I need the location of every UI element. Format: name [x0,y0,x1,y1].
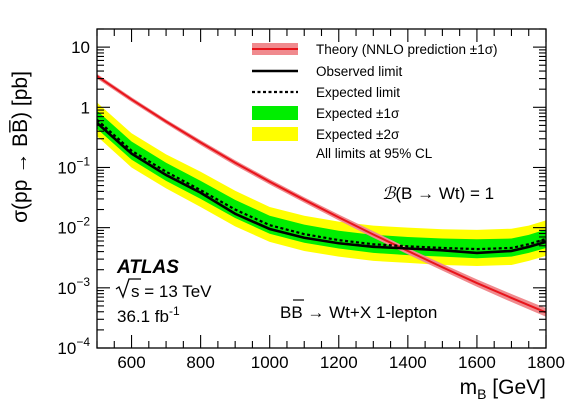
branching-ratio-label: ℬ(B → Wt) = 1 [382,184,494,204]
x-axis-title-main: m [460,376,478,399]
channel-label: BB → Wt+X 1-lepton [280,299,437,322]
energy-text: s = 13 TeV [131,282,212,301]
legend-entry-expected: Expected limit [252,85,400,100]
y-tick-label: 10−3 [57,275,90,298]
x-axis-title-sub: B [477,386,486,402]
luminosity-label: 36.1 fb-1 [117,304,180,326]
observed-limit-line [97,121,546,255]
x-tick-label: 600 [117,353,145,372]
x-tick-label: 1400 [389,353,427,372]
y-tick-label: 10 [71,38,90,57]
legend-label-observed: Observed limit [316,64,403,79]
energy-label: s = 13 TeV [115,278,212,301]
legend-label-band2: Expected ±2σ [316,127,400,142]
x-axis-title: mB [GeV] [460,376,546,402]
legend-swatch-band1 [252,106,298,120]
y-tick-label: 1 [81,98,90,117]
branching-ratio-text: (B → Wt) = 1 [395,184,494,203]
y-axis-title: σ(pp → BB̅) [pb] [9,71,32,223]
legend-note: All limits at 95% CL [316,146,433,161]
energy-value-text: = 13 TeV [140,282,213,301]
legend-entry-band2: Expected ±2σ [252,127,400,142]
legend-label-band1: Expected ±1σ [316,106,400,121]
y-tick-label: 10−2 [57,215,90,238]
channel-post: → Wt+X 1-lepton [303,303,438,322]
legend-entry-observed: Observed limit [252,64,403,79]
legend-entry-band1: Expected ±1σ [252,106,400,121]
legend: Theory (NNLO prediction ±1σ) Observed lim… [252,42,498,142]
sqrt-symbol [115,278,141,299]
x-tick-label: 1200 [320,353,358,372]
y-tick-label: 10−1 [57,154,90,177]
channel-text: BB → Wt+X 1-lepton [280,303,437,322]
x-tick-label: 1000 [251,353,289,372]
legend-entry-theory: Theory (NNLO prediction ±1σ) [252,42,498,57]
x-tick-label: 800 [186,353,214,372]
y-axis-title-text: σ(pp → BB̅) [pb] [9,71,32,223]
x-tick-label: 1800 [527,353,565,372]
legend-swatch-band2 [252,127,298,141]
x-axis-title-unit: [GeV] [486,376,546,399]
legend-label-expected: Expected limit [316,85,400,100]
x-tick-label: 1600 [458,353,496,372]
y-tick-label: 10−4 [57,335,90,358]
channel-pre: BB [280,303,303,322]
legend-label-theory: Theory (NNLO prediction ±1σ) [316,42,498,57]
theory-line [97,75,546,314]
luminosity-value: 36.1 fb [117,307,169,326]
tick-labels: 600 800 1000 1200 1400 1600 1800 10 1 10−1 10−2 10−… [57,38,565,372]
luminosity-exponent: -1 [169,304,180,318]
sqrt-s-text: s [131,282,140,301]
ticks-layer [96,28,547,349]
expected-limit-line [97,118,546,251]
atlas-label: ATLAS [116,257,179,278]
branching-ratio-script: ℬ [382,184,397,204]
lines-layer [97,75,546,314]
